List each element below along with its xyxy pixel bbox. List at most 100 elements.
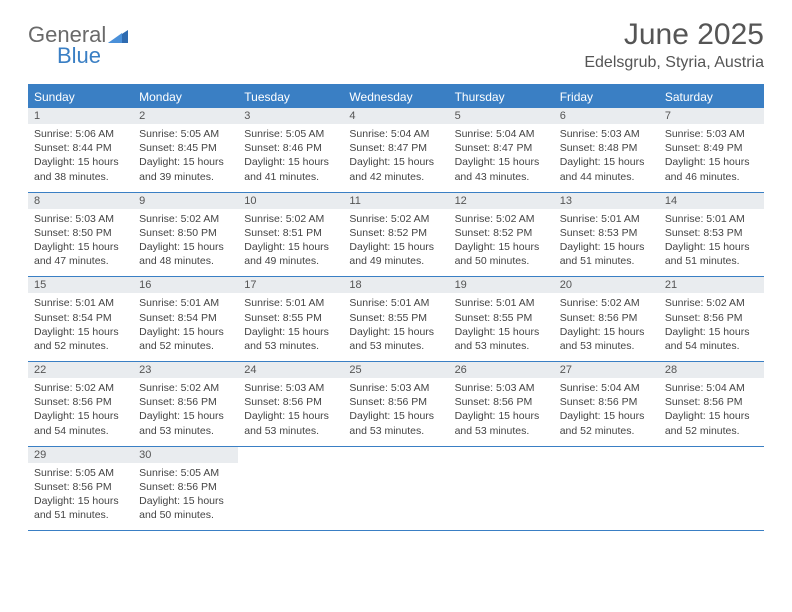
day-number: 23 bbox=[133, 362, 238, 378]
day-body: Sunrise: 5:01 AMSunset: 8:55 PMDaylight:… bbox=[238, 293, 343, 361]
calendar-cell: 3Sunrise: 5:05 AMSunset: 8:46 PMDaylight… bbox=[238, 108, 343, 192]
dow-monday: Monday bbox=[133, 86, 238, 108]
calendar-week: 1Sunrise: 5:06 AMSunset: 8:44 PMDaylight… bbox=[28, 108, 764, 193]
calendar-cell: 5Sunrise: 5:04 AMSunset: 8:47 PMDaylight… bbox=[449, 108, 554, 192]
daylight-line-2: and 50 minutes. bbox=[139, 508, 232, 522]
daylight-line-1: Daylight: 15 hours bbox=[34, 155, 127, 169]
calendar-cell: 29Sunrise: 5:05 AMSunset: 8:56 PMDayligh… bbox=[28, 447, 133, 531]
sunset-line: Sunset: 8:56 PM bbox=[665, 311, 758, 325]
day-number: 18 bbox=[343, 277, 448, 293]
daylight-line-2: and 52 minutes. bbox=[665, 424, 758, 438]
day-body: Sunrise: 5:04 AMSunset: 8:56 PMDaylight:… bbox=[659, 378, 764, 446]
calendar-cell: 14Sunrise: 5:01 AMSunset: 8:53 PMDayligh… bbox=[659, 193, 764, 277]
day-number: 1 bbox=[28, 108, 133, 124]
day-body bbox=[449, 451, 554, 511]
calendar-cell: 28Sunrise: 5:04 AMSunset: 8:56 PMDayligh… bbox=[659, 362, 764, 446]
sunset-line: Sunset: 8:55 PM bbox=[349, 311, 442, 325]
daylight-line-1: Daylight: 15 hours bbox=[455, 409, 548, 423]
sunset-line: Sunset: 8:54 PM bbox=[139, 311, 232, 325]
day-body: Sunrise: 5:01 AMSunset: 8:55 PMDaylight:… bbox=[449, 293, 554, 361]
day-number: 24 bbox=[238, 362, 343, 378]
day-body: Sunrise: 5:02 AMSunset: 8:56 PMDaylight:… bbox=[554, 293, 659, 361]
calendar-cell: 9Sunrise: 5:02 AMSunset: 8:50 PMDaylight… bbox=[133, 193, 238, 277]
day-number: 15 bbox=[28, 277, 133, 293]
sunset-line: Sunset: 8:54 PM bbox=[34, 311, 127, 325]
day-body: Sunrise: 5:05 AMSunset: 8:46 PMDaylight:… bbox=[238, 124, 343, 192]
calendar-cell: 11Sunrise: 5:02 AMSunset: 8:52 PMDayligh… bbox=[343, 193, 448, 277]
dow-sunday: Sunday bbox=[28, 86, 133, 108]
day-body: Sunrise: 5:03 AMSunset: 8:50 PMDaylight:… bbox=[28, 209, 133, 277]
day-body: Sunrise: 5:02 AMSunset: 8:50 PMDaylight:… bbox=[133, 209, 238, 277]
calendar-cell: 21Sunrise: 5:02 AMSunset: 8:56 PMDayligh… bbox=[659, 277, 764, 361]
daylight-line-2: and 46 minutes. bbox=[665, 170, 758, 184]
calendar-cell bbox=[449, 447, 554, 531]
daylight-line-1: Daylight: 15 hours bbox=[560, 240, 653, 254]
daylight-line-2: and 49 minutes. bbox=[244, 254, 337, 268]
sunset-line: Sunset: 8:52 PM bbox=[455, 226, 548, 240]
day-number: 11 bbox=[343, 193, 448, 209]
sunset-line: Sunset: 8:56 PM bbox=[560, 311, 653, 325]
daylight-line-1: Daylight: 15 hours bbox=[34, 240, 127, 254]
day-number: 8 bbox=[28, 193, 133, 209]
calendar: Sunday Monday Tuesday Wednesday Thursday… bbox=[28, 84, 764, 531]
daylight-line-1: Daylight: 15 hours bbox=[349, 155, 442, 169]
dow-saturday: Saturday bbox=[659, 86, 764, 108]
daylight-line-1: Daylight: 15 hours bbox=[665, 325, 758, 339]
calendar-cell: 13Sunrise: 5:01 AMSunset: 8:53 PMDayligh… bbox=[554, 193, 659, 277]
daylight-line-2: and 53 minutes. bbox=[139, 424, 232, 438]
sunrise-line: Sunrise: 5:01 AM bbox=[34, 296, 127, 310]
sunset-line: Sunset: 8:56 PM bbox=[455, 395, 548, 409]
sunset-line: Sunset: 8:56 PM bbox=[560, 395, 653, 409]
day-of-week-row: Sunday Monday Tuesday Wednesday Thursday… bbox=[28, 86, 764, 108]
calendar-cell: 1Sunrise: 5:06 AMSunset: 8:44 PMDaylight… bbox=[28, 108, 133, 192]
calendar-cell: 2Sunrise: 5:05 AMSunset: 8:45 PMDaylight… bbox=[133, 108, 238, 192]
daylight-line-1: Daylight: 15 hours bbox=[455, 155, 548, 169]
sunrise-line: Sunrise: 5:02 AM bbox=[455, 212, 548, 226]
day-body: Sunrise: 5:03 AMSunset: 8:56 PMDaylight:… bbox=[449, 378, 554, 446]
day-body: Sunrise: 5:05 AMSunset: 8:45 PMDaylight:… bbox=[133, 124, 238, 192]
daylight-line-2: and 53 minutes. bbox=[244, 424, 337, 438]
daylight-line-1: Daylight: 15 hours bbox=[349, 325, 442, 339]
day-body: Sunrise: 5:05 AMSunset: 8:56 PMDaylight:… bbox=[133, 463, 238, 531]
sunset-line: Sunset: 8:55 PM bbox=[244, 311, 337, 325]
day-body: Sunrise: 5:05 AMSunset: 8:56 PMDaylight:… bbox=[28, 463, 133, 531]
daylight-line-1: Daylight: 15 hours bbox=[349, 240, 442, 254]
daylight-line-2: and 39 minutes. bbox=[139, 170, 232, 184]
location-subtitle: Edelsgrub, Styria, Austria bbox=[584, 54, 764, 72]
day-body: Sunrise: 5:02 AMSunset: 8:56 PMDaylight:… bbox=[659, 293, 764, 361]
sunrise-line: Sunrise: 5:05 AM bbox=[244, 127, 337, 141]
daylight-line-2: and 53 minutes. bbox=[244, 339, 337, 353]
daylight-line-1: Daylight: 15 hours bbox=[455, 240, 548, 254]
sunrise-line: Sunrise: 5:01 AM bbox=[560, 212, 653, 226]
calendar-cell: 20Sunrise: 5:02 AMSunset: 8:56 PMDayligh… bbox=[554, 277, 659, 361]
daylight-line-2: and 52 minutes. bbox=[34, 339, 127, 353]
sunrise-line: Sunrise: 5:02 AM bbox=[560, 296, 653, 310]
sunrise-line: Sunrise: 5:03 AM bbox=[455, 381, 548, 395]
page-title: June 2025 bbox=[584, 18, 764, 52]
sunrise-line: Sunrise: 5:04 AM bbox=[455, 127, 548, 141]
daylight-line-2: and 41 minutes. bbox=[244, 170, 337, 184]
day-body: Sunrise: 5:06 AMSunset: 8:44 PMDaylight:… bbox=[28, 124, 133, 192]
day-number: 12 bbox=[449, 193, 554, 209]
day-body: Sunrise: 5:03 AMSunset: 8:49 PMDaylight:… bbox=[659, 124, 764, 192]
sunset-line: Sunset: 8:53 PM bbox=[665, 226, 758, 240]
day-number: 7 bbox=[659, 108, 764, 124]
sunset-line: Sunset: 8:56 PM bbox=[139, 395, 232, 409]
daylight-line-1: Daylight: 15 hours bbox=[139, 409, 232, 423]
calendar-week: 22Sunrise: 5:02 AMSunset: 8:56 PMDayligh… bbox=[28, 362, 764, 447]
daylight-line-1: Daylight: 15 hours bbox=[665, 240, 758, 254]
calendar-week: 8Sunrise: 5:03 AMSunset: 8:50 PMDaylight… bbox=[28, 193, 764, 278]
day-number: 26 bbox=[449, 362, 554, 378]
daylight-line-2: and 47 minutes. bbox=[34, 254, 127, 268]
sunrise-line: Sunrise: 5:01 AM bbox=[455, 296, 548, 310]
dow-tuesday: Tuesday bbox=[238, 86, 343, 108]
sunrise-line: Sunrise: 5:03 AM bbox=[665, 127, 758, 141]
sunset-line: Sunset: 8:49 PM bbox=[665, 141, 758, 155]
sunrise-line: Sunrise: 5:01 AM bbox=[244, 296, 337, 310]
sunrise-line: Sunrise: 5:06 AM bbox=[34, 127, 127, 141]
sunrise-line: Sunrise: 5:05 AM bbox=[139, 466, 232, 480]
logo-triangle-icon bbox=[108, 25, 128, 47]
calendar-week: 29Sunrise: 5:05 AMSunset: 8:56 PMDayligh… bbox=[28, 447, 764, 532]
calendar-cell: 18Sunrise: 5:01 AMSunset: 8:55 PMDayligh… bbox=[343, 277, 448, 361]
day-number: 5 bbox=[449, 108, 554, 124]
